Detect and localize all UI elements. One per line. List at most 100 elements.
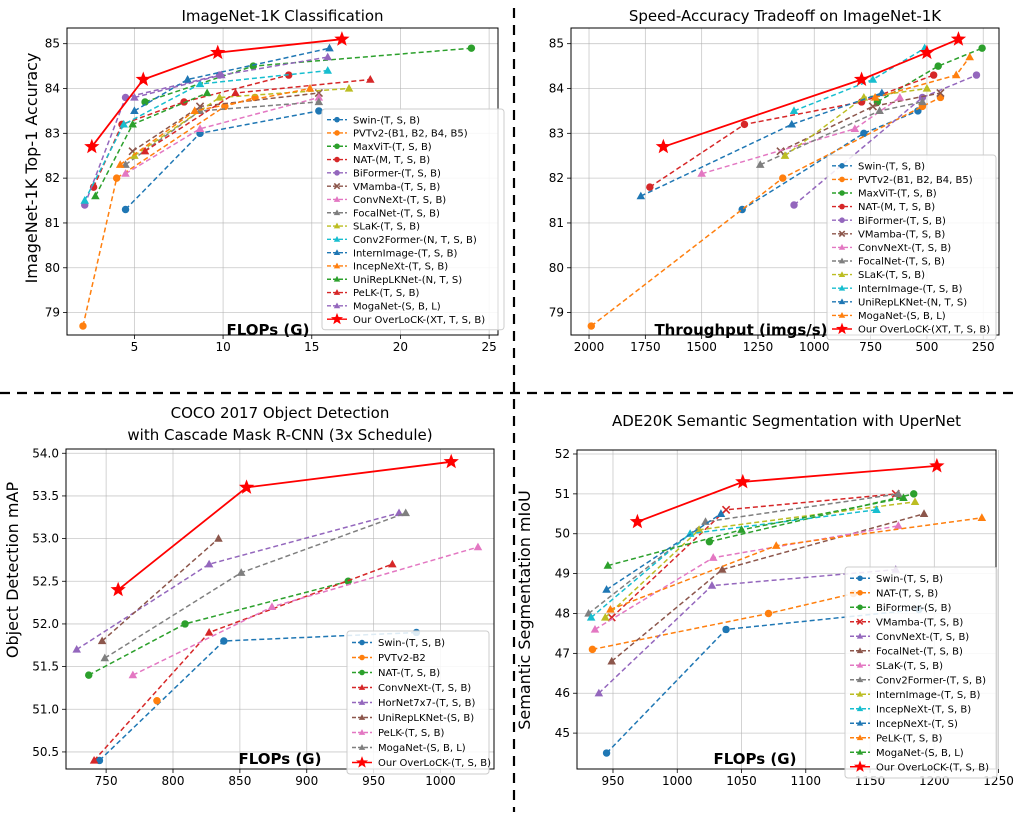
data-point (655, 138, 672, 154)
y-tick-label: 84 (549, 82, 564, 96)
data-point (934, 62, 942, 70)
series-our-overlock-t-s-b (110, 453, 459, 597)
legend-label: VMamba-(T, S, B) (858, 229, 945, 240)
data-point (80, 196, 90, 204)
legend-marker (857, 589, 863, 596)
legend-item: MogaNet-(S, B, L) (832, 311, 946, 322)
data-point (950, 31, 967, 46)
x-tick-label: 2000 (574, 340, 605, 354)
legend-item: UniRepLKNet-(N, T, S) (832, 297, 967, 308)
data-point (267, 602, 277, 611)
legend-label: SLaK-(T, S, B) (876, 661, 943, 672)
legend-marker (333, 182, 341, 190)
series-focalnet-t-s-b (755, 97, 927, 168)
y-tick-label: 85 (45, 37, 60, 51)
data-point (780, 151, 790, 159)
legend-label: IncepNeXt-(T, S) (876, 719, 958, 730)
data-point (740, 120, 749, 129)
data-point (860, 129, 868, 138)
legend-item: PeLK-(T, S, B) (850, 733, 942, 744)
legend-marker (838, 230, 846, 238)
legend-marker (839, 203, 845, 210)
y-tick-label: 52 (555, 447, 570, 461)
y-tick-label: 80 (45, 261, 60, 275)
y-tick-label: 48 (555, 606, 570, 620)
legend-item: MaxViT-(T, S, B) (327, 142, 432, 153)
data-point (443, 453, 459, 469)
x-tick-label: 1750 (630, 340, 661, 354)
data-point (722, 625, 730, 634)
data-point (121, 205, 130, 214)
legend-marker (334, 116, 340, 123)
data-point (929, 457, 945, 473)
legend-label: PeLK-(T, S, B) (876, 733, 942, 744)
legend-label: BiFormer-(S, B) (876, 603, 952, 614)
legend-item: PeLK-(T, S, B) (327, 288, 419, 299)
legend-marker (838, 271, 846, 277)
y-tick-label: 83 (549, 126, 564, 140)
series-incepnext-t-s-b (115, 84, 315, 168)
x-tick-label: 1000 (662, 774, 693, 788)
data-point (473, 542, 483, 551)
plot-frame (65, 448, 495, 770)
legend-label: Our OverLoCK-(T, S, B) (876, 762, 989, 773)
data-point (100, 653, 110, 662)
series-line (76, 512, 400, 651)
series-convnext-t-s-b (89, 559, 397, 764)
legend-label: Swin-(T, S, B) (353, 115, 420, 126)
legend-item: NAT-(M, T, S, B) (832, 202, 935, 213)
series-moganet-s-b-l (100, 508, 410, 662)
legend-item: Our OverLoCK-(T, S, B) (850, 760, 989, 773)
legend-item: NAT-(T, S, B) (850, 588, 938, 599)
legend-label: MogaNet-(S, B, L) (353, 301, 441, 312)
x-tick-label: 950 (602, 774, 625, 788)
data-point (602, 749, 611, 757)
legend-marker (330, 312, 344, 325)
data-point (868, 75, 878, 83)
legend-item: PVTv2-B2 (352, 653, 426, 664)
data-point (606, 605, 615, 613)
legend-label: ConvNeXt-(T, S, B) (858, 243, 951, 254)
legend-label: FocalNet-(T, S, B) (353, 208, 440, 219)
data-point (936, 88, 945, 98)
x-tick-label: 20 (393, 340, 408, 354)
legend-marker (856, 647, 864, 654)
data-point (919, 44, 935, 60)
x-tick-label: 10 (215, 340, 230, 354)
data-point (868, 102, 878, 111)
legend-label: MogaNet-(S, B, L) (876, 748, 964, 759)
data-point (779, 174, 787, 182)
data-point (735, 473, 751, 489)
series-line (101, 538, 219, 642)
data-point (110, 581, 126, 597)
legend-marker (838, 257, 846, 264)
series-pelk-t-s-b (128, 542, 483, 679)
data-point (636, 191, 646, 200)
legend-marker (334, 170, 340, 176)
series-convnext-t-s-b (121, 92, 324, 177)
legend-marker (856, 661, 864, 668)
data-point (899, 493, 908, 501)
legend-label: SLaK-(T, S, B) (858, 270, 925, 281)
series-our-overlock-xt-t-s-b (655, 31, 967, 154)
legend-item: FocalNet-(T, S, B) (850, 646, 963, 657)
series-internimage-t-s-b (130, 43, 334, 115)
legend-label: MaxViT-(T, S, B) (353, 142, 432, 153)
data-point (705, 537, 714, 546)
legend-marker (358, 744, 366, 750)
data-point (870, 92, 880, 101)
legend-marker (835, 322, 849, 335)
x-tick-label: 5 (131, 340, 139, 354)
legend-marker (334, 156, 340, 163)
y-tick-label: 84 (45, 82, 60, 96)
legend-marker (358, 699, 366, 705)
data-point (190, 106, 199, 115)
data-point (119, 119, 129, 128)
legend-label: BiFormer-(T, S, B) (858, 216, 946, 227)
legend-label: PVTv2-(B1, B2, B4, B5) (353, 129, 468, 140)
series-unireplknet-n-t-s (91, 88, 212, 200)
data-point (929, 71, 938, 79)
data-point (895, 92, 905, 101)
x-tick-label: 850 (228, 774, 251, 788)
